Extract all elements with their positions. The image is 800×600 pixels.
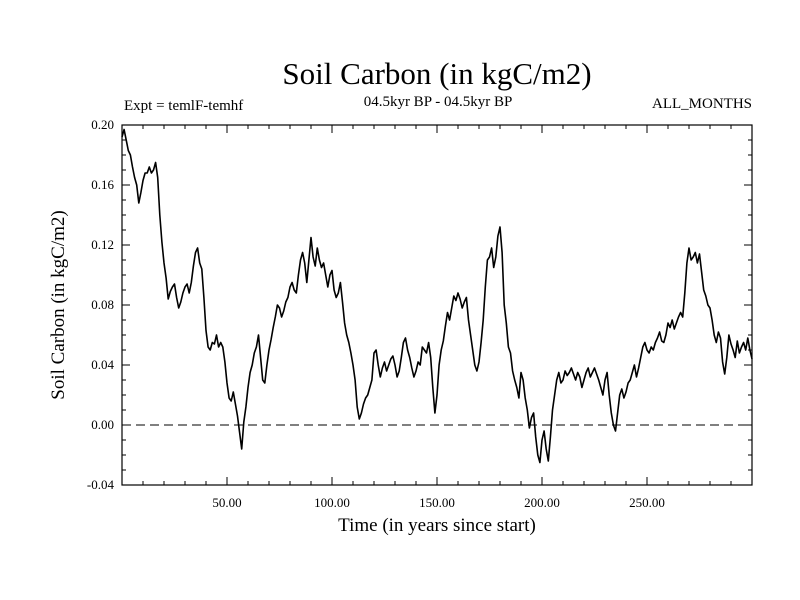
x-tick-label: 50.00 [212, 495, 241, 510]
y-tick-label: 0.04 [91, 357, 114, 372]
soil-carbon-series-line [121, 128, 753, 464]
months-label: ALL_MONTHS [652, 96, 752, 112]
y-tick-label: 0.12 [91, 237, 114, 252]
x-tick-label: 150.00 [419, 495, 455, 510]
experiment-label: Expt = temlF-temhf [124, 98, 243, 114]
x-tick-label: 250.00 [629, 495, 665, 510]
y-tick-label: 0.16 [91, 177, 114, 192]
period-label: 04.5kyr BP - 04.5kyr BP [364, 94, 513, 110]
x-tick-label: 200.00 [524, 495, 560, 510]
chart-title: Soil Carbon (in kgC/m2) [282, 56, 591, 91]
plot-frame [121, 124, 753, 486]
y-tick-label: 0.20 [91, 117, 114, 132]
y-tick-label: -0.04 [87, 477, 115, 492]
x-axis-label: Time (in years since start) [338, 515, 536, 536]
x-tick-label: 100.00 [314, 495, 350, 510]
y-tick-label: 0.00 [91, 417, 114, 432]
y-axis-label: Soil Carbon (in kgC/m2) [48, 210, 69, 399]
y-tick-label: 0.08 [91, 297, 114, 312]
